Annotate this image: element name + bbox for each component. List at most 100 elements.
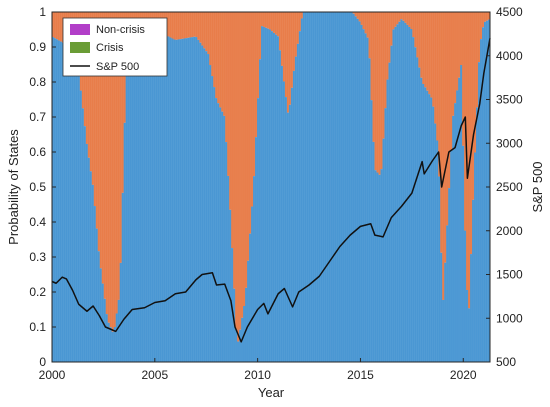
crisis-bar (249, 12, 252, 234)
non-crisis-bar (113, 327, 117, 362)
non-crisis-bar (330, 12, 334, 362)
crisis-bar (189, 12, 192, 38)
crisis-bar (362, 12, 365, 30)
crisis-bar (480, 12, 483, 40)
crisis-bar (372, 12, 375, 142)
crisis-bar (486, 12, 489, 21)
non-crisis-bar (414, 47, 417, 362)
non-crisis-bar (486, 20, 489, 362)
non-crisis-bar (269, 29, 272, 363)
non-crisis-bar (404, 22, 407, 362)
non-crisis-bar (444, 262, 447, 362)
non-crisis-bar (107, 322, 111, 362)
non-crisis-bar (217, 103, 220, 362)
non-crisis-bar (147, 29, 150, 362)
non-crisis-bar (436, 140, 439, 362)
crisis-bar (269, 12, 272, 30)
non-crisis-bar (422, 83, 425, 362)
non-crisis-bar (400, 19, 403, 362)
y-tick-label: 0.9 (29, 40, 46, 54)
non-crisis-bar (432, 106, 435, 363)
crisis-bar (265, 12, 268, 28)
crisis-bar (93, 12, 97, 207)
crisis-bar (57, 12, 61, 41)
non-crisis-bar (181, 38, 184, 363)
non-crisis-bar (251, 206, 254, 362)
non-crisis-bar (223, 115, 226, 363)
non-crisis-bar (115, 313, 119, 362)
non-crisis-bar (446, 225, 449, 362)
non-crisis-bar (382, 138, 385, 362)
non-crisis-bar (354, 16, 358, 363)
crisis-bar (280, 12, 284, 66)
non-crisis-bar (428, 94, 431, 363)
crisis-bar (97, 12, 101, 252)
non-crisis-bar (322, 12, 326, 362)
non-crisis-bar (225, 142, 228, 362)
non-crisis-bar (201, 45, 204, 362)
crisis-bar (241, 12, 244, 318)
crisis-bar (286, 12, 290, 113)
non-crisis-bar (211, 76, 214, 363)
non-crisis-bar (133, 29, 137, 362)
non-crisis-bar (360, 24, 363, 362)
crisis-bar (294, 12, 298, 57)
crisis-bar (406, 12, 409, 25)
crisis-bar (272, 12, 276, 33)
non-crisis-bar (388, 62, 391, 362)
y2-tick-label: 4500 (496, 5, 523, 19)
crisis-bar (478, 12, 481, 63)
non-crisis-bar (440, 252, 443, 362)
crisis-bar (444, 12, 447, 263)
non-crisis-bar (121, 192, 125, 362)
non-crisis-bar (143, 29, 146, 362)
crisis-bar (276, 12, 280, 37)
crisis-bar (259, 12, 262, 60)
non-crisis-bar (231, 248, 234, 362)
crisis-bar (482, 12, 485, 28)
non-crisis-bar (135, 29, 139, 362)
non-crisis-bar (286, 112, 290, 363)
non-crisis-bar (177, 39, 180, 362)
non-crisis-bar (127, 60, 131, 362)
non-crisis-bar (294, 56, 298, 362)
non-crisis-bar (316, 12, 320, 362)
non-crisis-bar (336, 12, 340, 362)
non-crisis-bar (149, 29, 152, 362)
non-crisis-bar (420, 77, 423, 362)
non-crisis-bar (448, 188, 451, 362)
non-crisis-bar (173, 39, 176, 363)
non-crisis-bar (358, 21, 361, 362)
crisis-bar (235, 12, 238, 330)
non-crisis-bar (61, 42, 65, 363)
crisis-bar (448, 12, 451, 189)
crisis-bar (438, 12, 441, 177)
crisis-bar (103, 12, 107, 299)
non-crisis-bar (109, 327, 113, 362)
non-crisis-bar (310, 12, 314, 362)
crisis-bar (416, 12, 419, 58)
crisis-bar (217, 12, 220, 104)
y-axis-left: 0 0.1 0.2 0.3 0.4 0.5 0.6 0.7 0.8 0.9 1 (29, 5, 56, 369)
y2-tick-label: 1000 (496, 311, 523, 325)
non-crisis-bar (426, 90, 429, 362)
crisis-bar (239, 12, 242, 330)
non-crisis-bar (434, 123, 437, 362)
non-crisis-bar (412, 37, 415, 363)
crisis-bar (233, 12, 236, 289)
crisis-bar (366, 12, 369, 38)
y-axis-title: Probability of States (6, 129, 21, 245)
non-crisis-bar (163, 34, 166, 362)
non-crisis-bar (482, 27, 485, 362)
crisis-bar (193, 12, 196, 37)
crisis-bar (109, 12, 113, 328)
non-crisis-bar (416, 57, 419, 362)
non-crisis-bar (334, 12, 338, 362)
legend-swatch-non-crisis (70, 24, 90, 35)
non-crisis-bar (247, 260, 250, 362)
non-crisis-bar (484, 21, 487, 362)
x-tick-label: 2020 (450, 368, 477, 382)
non-crisis-bar (93, 206, 97, 362)
crisis-bar (59, 12, 63, 42)
crisis-bar (368, 12, 371, 59)
